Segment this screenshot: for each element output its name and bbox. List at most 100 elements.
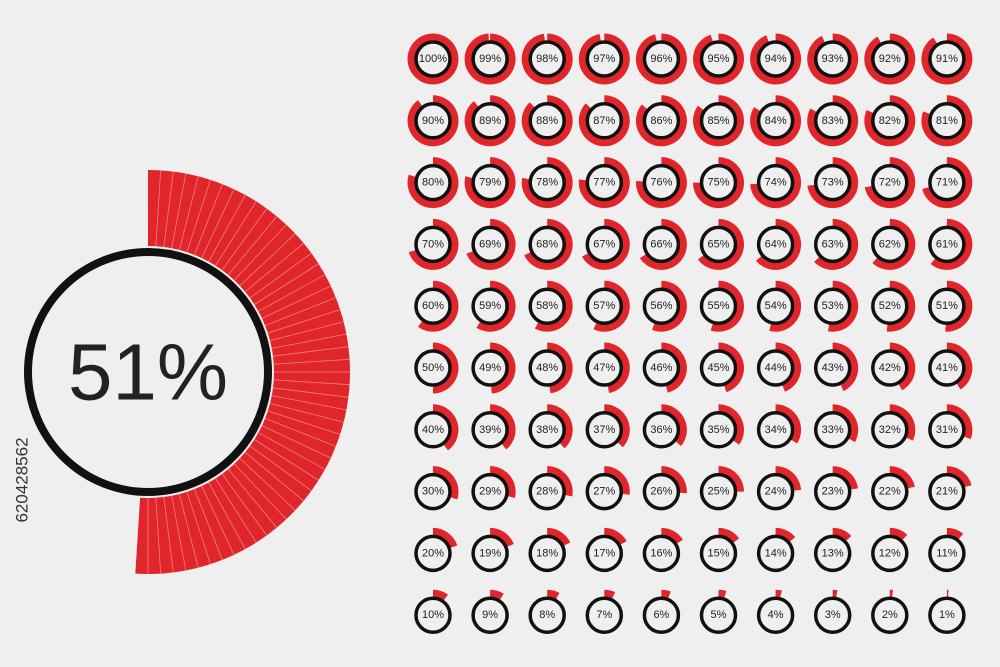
progress-arc — [775, 527, 796, 542]
segment-divider — [269, 321, 344, 342]
gauge-ring — [642, 411, 681, 449]
gauge-label: 73% — [822, 177, 844, 189]
segment-divider — [178, 493, 199, 568]
gauge-label: 87% — [593, 115, 615, 127]
gauge-label: 96% — [650, 53, 672, 65]
progress-arc — [832, 466, 858, 490]
gauge-label: 70% — [422, 238, 444, 250]
gauge-ring — [414, 411, 452, 449]
progress-arc — [604, 589, 616, 599]
gauge-ring — [642, 349, 681, 387]
gauge-label: 29% — [479, 486, 501, 498]
gauge-ring — [471, 287, 509, 325]
gauge-ring — [928, 225, 966, 264]
gauge-label: 75% — [707, 177, 729, 189]
gauge-ring — [642, 472, 681, 511]
gauge-label: 57% — [593, 300, 615, 312]
gauge-ring — [813, 102, 852, 140]
gauge-ring — [756, 596, 795, 634]
gauge-label: 99% — [479, 53, 501, 65]
gauge-ring — [471, 40, 509, 78]
progress-arc — [775, 404, 802, 444]
gauge-label: 51% — [68, 328, 228, 417]
progress-arc — [718, 589, 727, 599]
progress-arc — [604, 527, 627, 545]
watermark-id: 620428562 — [13, 437, 32, 522]
progress-arc — [476, 280, 516, 332]
gauge-label: 9% — [482, 609, 498, 621]
segment-divider — [171, 173, 187, 249]
gauge-ring — [699, 349, 738, 387]
gauge-ring — [699, 534, 738, 573]
gauge-ring — [928, 472, 966, 511]
segment-divider — [269, 402, 344, 423]
gauge-ring — [528, 472, 566, 511]
gauge-label: 35% — [707, 424, 729, 436]
segment-divider — [273, 379, 350, 386]
progress-arc — [490, 342, 516, 394]
segment-divider — [239, 233, 296, 287]
gauge-ring — [928, 40, 966, 78]
progress-arc — [872, 218, 916, 270]
gauge-ring — [585, 225, 624, 264]
gauge-ring — [585, 40, 624, 78]
progress-arc — [661, 404, 687, 447]
progress-arc — [718, 342, 745, 393]
segment-divider — [208, 482, 246, 550]
segment-divider — [244, 452, 304, 502]
progress-arc — [946, 342, 973, 390]
progress-arc — [889, 527, 908, 541]
gauge-label: 94% — [765, 53, 787, 65]
gauge-ring — [528, 411, 566, 449]
progress-arc — [593, 280, 630, 332]
gauge-ring — [414, 163, 452, 202]
gauge-label: 92% — [879, 53, 901, 65]
gauge-label: 36% — [650, 424, 672, 436]
segment-divider — [221, 473, 268, 536]
segment-divider — [244, 242, 304, 292]
gauge-label: 69% — [479, 238, 501, 250]
gauge-ring — [528, 287, 566, 325]
gauge-ring — [414, 287, 452, 325]
gauge-label: 52% — [879, 300, 901, 312]
segment-divider — [228, 468, 278, 528]
gauge-label: 80% — [422, 177, 444, 189]
gauge-label: 34% — [765, 424, 787, 436]
gauge-ring — [871, 411, 909, 449]
progress-arc — [547, 404, 573, 449]
gauge-label: 72% — [879, 177, 901, 189]
gauge-ring — [699, 472, 738, 511]
gauge-label: 43% — [822, 362, 844, 374]
segment-divider — [249, 445, 312, 492]
progress-arc — [814, 218, 859, 270]
gauge-label: 79% — [479, 177, 501, 189]
gauge-label: 68% — [536, 238, 558, 250]
gauge-label: 6% — [653, 609, 669, 621]
gauge-label: 17% — [593, 547, 615, 559]
gauge-ring — [699, 163, 738, 202]
gauge-label: 53% — [822, 300, 844, 312]
progress-arc — [832, 589, 838, 598]
segment-divider — [267, 410, 341, 435]
gauge-ring — [813, 163, 852, 202]
gauge-ring — [471, 472, 509, 511]
gauge-ring — [871, 40, 909, 78]
gauge-ring — [528, 596, 566, 634]
gauge-ring — [585, 102, 624, 140]
progress-arc — [418, 280, 459, 332]
segment-divider — [215, 478, 257, 543]
gauge-ring — [813, 472, 852, 511]
gauge-label: 97% — [593, 53, 615, 65]
progress-arc — [604, 466, 630, 495]
gauge-ring — [585, 411, 624, 449]
gauge-ring — [528, 102, 566, 140]
segment-divider — [271, 333, 347, 349]
gauge-label: 25% — [707, 486, 729, 498]
progress-arc — [718, 527, 740, 543]
gauge-ring — [699, 287, 738, 325]
gauge-label: 50% — [422, 362, 444, 374]
progress-arc — [832, 527, 852, 542]
segment-divider — [249, 252, 312, 299]
progress-arc — [433, 589, 448, 601]
